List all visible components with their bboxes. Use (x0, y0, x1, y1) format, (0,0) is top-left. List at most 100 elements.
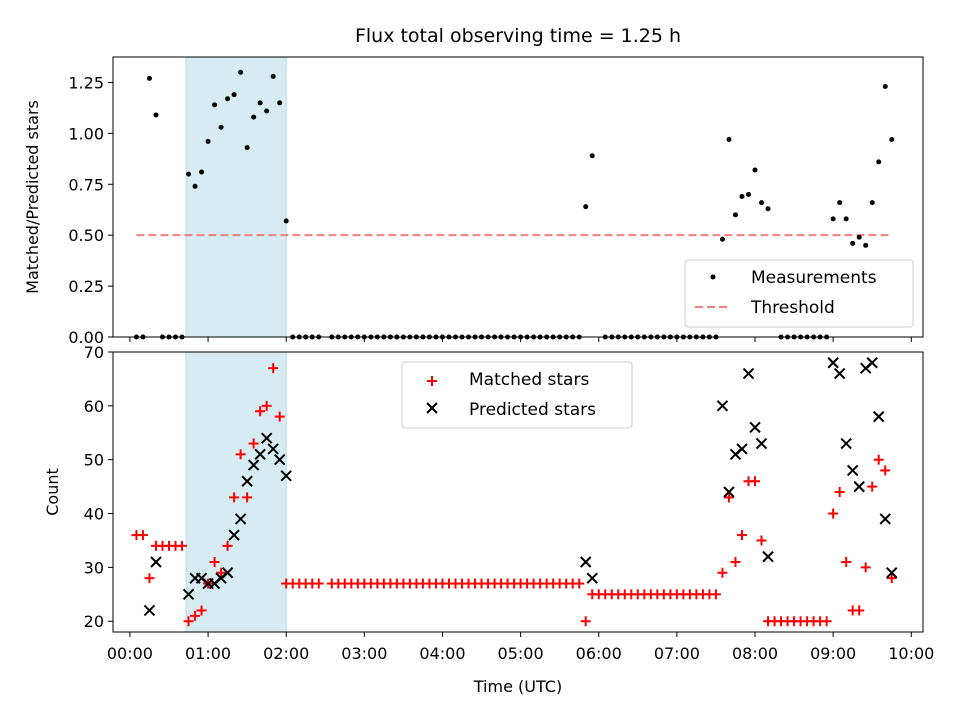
measurement-point (146, 75, 152, 81)
x-tick-label: 05:00 (498, 644, 544, 663)
matched-star-point (821, 616, 832, 627)
y-tick-label: 70 (84, 343, 104, 362)
y-tick-label: 0.00 (68, 328, 104, 347)
y-tick-label: 20 (84, 612, 104, 631)
predicted-star-stroke (827, 357, 839, 369)
matched-star-point (183, 616, 194, 627)
predicted-star-point (886, 567, 898, 579)
measurement-point (264, 108, 270, 114)
matched-star-point (841, 557, 852, 567)
x-tick-label: 04:00 (419, 644, 465, 663)
predicted-star-stroke (846, 464, 859, 477)
predicted-star-point (873, 410, 885, 423)
bottom-x-ticks: 00:00 01:00 02:00 03:00 04:00 05:00 06:00 07:00… (107, 632, 934, 663)
top-legend-box (684, 259, 914, 328)
matched-star-point (886, 573, 897, 584)
measurement-point (837, 200, 843, 206)
shaded-region (185, 56, 287, 338)
predicted-star-point (853, 480, 865, 493)
predicted-star-stroke (742, 367, 755, 380)
predicted-star-point (267, 443, 279, 455)
measurement-point (830, 216, 836, 222)
matched-star-point (190, 610, 201, 621)
measurement-point (869, 200, 875, 206)
matched-star-point (873, 454, 884, 465)
matched-star-point (255, 406, 266, 417)
matched-star-point (867, 481, 878, 492)
predicted-star-point (866, 357, 878, 369)
matched-star-point (730, 557, 741, 567)
matched-star-point (574, 578, 585, 589)
matched-star-point (268, 363, 279, 374)
y-tick-label: 1.00 (68, 124, 104, 143)
x-tick-label: 09:00 (810, 644, 856, 663)
bottom-y-axis-label: Count (43, 468, 62, 516)
predicted-star-point (742, 367, 755, 380)
top-y-ticks: 0.00 0.25 0.50 0.75 1.00 1.25 (68, 73, 113, 347)
predicted-star-stroke (195, 572, 208, 584)
predicted-star-stroke (762, 550, 774, 563)
predicted-star-point (182, 588, 195, 601)
y-tick-label: 0.25 (68, 277, 104, 296)
predicted-star-stroke (241, 475, 253, 487)
x-axis-label: Time (UTC) (473, 677, 562, 696)
measurement-point (856, 234, 862, 240)
predicted-star-point (586, 572, 598, 584)
matched-star-point (209, 557, 220, 567)
y-tick-label: 50 (84, 451, 104, 470)
predicted-star-stroke (150, 556, 162, 568)
predicted-star-point (221, 567, 234, 579)
measurement-point (583, 204, 589, 210)
matched-star-point (216, 567, 227, 578)
predicted-star-stroke (755, 437, 768, 450)
bottom-subplot: 00:00 01:00 02:00 03:00 04:00 05:00 06:00 07:00… (43, 343, 934, 696)
matched-star-point (717, 567, 728, 578)
matched-star-point (313, 578, 324, 589)
top-subplot: 0.00 0.25 0.50 0.75 1.00 1.25 Flux total obse… (23, 25, 924, 347)
count-points (131, 357, 898, 627)
top-y-axis-label: Matched/Predicted stars (23, 100, 42, 294)
matched-star-point (144, 573, 155, 584)
legend-label-predicted: Predicted stars (469, 400, 596, 420)
matched-star-point (723, 492, 734, 503)
legend-label-matched: Matched stars (469, 370, 589, 390)
bottom-y-ticks: 20 30 40 50 60 70 (84, 343, 113, 631)
predicted-star-stroke (716, 400, 729, 412)
predicted-star-point (580, 556, 592, 568)
measurement-point (238, 69, 244, 75)
measurement-point (739, 193, 745, 199)
predicted-star-point (723, 486, 735, 498)
measurement-point (589, 153, 595, 159)
x-tick-label: 06:00 (576, 644, 622, 663)
matched-star-point (880, 465, 891, 476)
predicted-star-point (762, 550, 774, 563)
predicted-star-point (846, 464, 859, 477)
measurement-point (843, 216, 849, 222)
matched-star-point (860, 562, 871, 573)
measurement-point (752, 167, 758, 173)
predicted-star-stroke (254, 448, 266, 461)
legend-marker-matched (427, 376, 437, 386)
predicted-star-stroke (879, 513, 891, 525)
y-tick-label: 60 (84, 397, 104, 416)
measurement-point (765, 206, 771, 212)
bottom-axes-frame (112, 351, 924, 633)
top-legend: Measurements Threshold (684, 259, 914, 328)
predicted-star-stroke (260, 432, 273, 444)
predicted-star-stroke (580, 556, 592, 568)
bottom-legend: Matched stars Predicted stars (401, 361, 633, 429)
predicted-star-point (280, 470, 292, 482)
y-tick-label: 1.25 (68, 73, 104, 92)
predicted-star-point (749, 421, 761, 434)
predicted-star-stroke (143, 604, 156, 617)
matched-star-point (756, 535, 767, 546)
predicted-star-point (716, 400, 729, 412)
matched-star-point (710, 589, 721, 600)
x-tick-label: 01:00 (185, 644, 231, 663)
legend-label-threshold: Threshold (750, 298, 835, 318)
predicted-star-stroke (723, 486, 735, 498)
measurement-point (257, 100, 263, 106)
matched-star-point (248, 438, 259, 449)
matched-star-point (580, 616, 591, 627)
predicted-star-point (260, 432, 273, 444)
